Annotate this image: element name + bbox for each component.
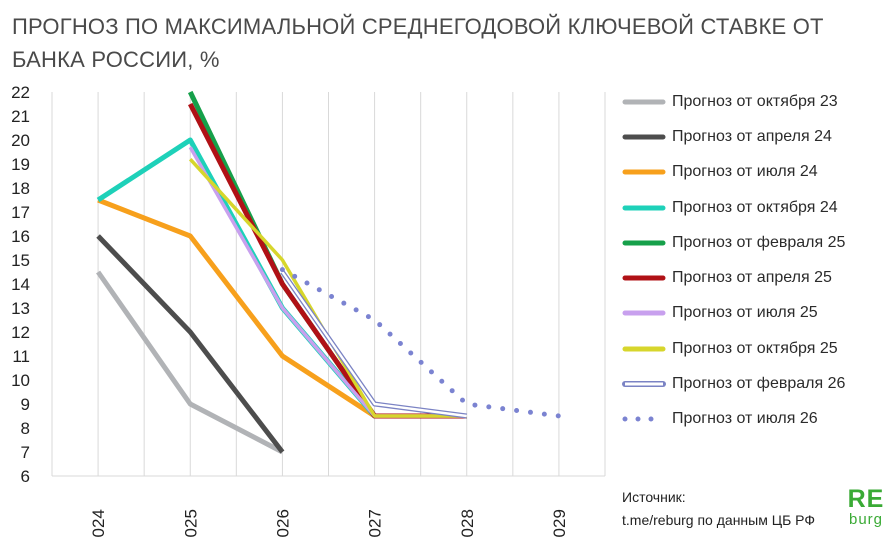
y-tick-label: 22 [11,83,30,102]
y-tick-label: 16 [11,227,30,246]
y-tick-label: 20 [11,131,30,150]
legend-item: Прогноз от февраля 26 [622,366,890,401]
legend-swatch [622,416,666,422]
legend-item: Прогноз от октября 25 [622,331,890,366]
x-tick-label: 2028 [458,509,477,538]
legend-label: Прогноз от февраля 25 [672,233,846,251]
legend-swatch [622,205,666,211]
chart-title: ПРОГНОЗ ПО МАКСИМАЛЬНОЙ СРЕДНЕГОДОВОЙ КЛ… [12,14,824,72]
series-line [279,267,562,419]
legend-label: Прогноз от июля 24 [672,163,818,181]
series-line-inner [281,271,467,418]
legend-item: Прогноз от февраля 25 [622,225,890,260]
series-line [96,234,285,454]
chart-legend: Прогноз от октября 23 Прогноз от апреля 2… [622,84,890,437]
source-credit: t.me/reburg по данным ЦБ РФ [622,512,815,528]
y-tick-label: 11 [12,347,30,366]
legend-item: Прогноз от апреля 25 [622,260,890,295]
x-tick-label: 2026 [273,509,292,538]
legend-label: Прогноз от октября 24 [672,198,838,216]
legend-item: Прогноз от октября 24 [622,190,890,225]
legend-swatch [622,134,666,140]
chart-series [96,90,562,455]
y-tick-label: 18 [11,179,30,198]
y-tick-label: 13 [11,299,30,318]
reburg-logo: RE burg [845,487,887,528]
legend-swatch [622,240,666,246]
y-tick-label: 7 [21,443,30,462]
logo-text-bottom: burg [848,511,884,528]
y-tick-label: 10 [11,371,30,390]
y-tick-label: 6 [21,467,30,486]
legend-swatch [622,275,666,281]
y-tick-label: 19 [11,155,30,174]
legend-swatch [622,99,666,105]
source-note: Источник: t.me/reburg по данным ЦБ РФ [622,486,815,532]
y-tick-label: 17 [11,203,30,222]
y-tick-label: 21 [11,107,30,126]
y-tick-label: 9 [21,395,30,414]
y-tick-label: 12 [11,323,30,342]
legend-item: Прогноз от июля 24 [622,155,890,190]
y-tick-label: 14 [11,275,30,294]
legend-swatch [622,381,666,388]
legend-label: Прогноз от октября 23 [672,92,838,110]
legend-label: Прогноз от октября 25 [672,339,838,357]
y-axis-ticks: 6 7 8 9 10 11 12 13 14 15 16 17 18 19 20 21 22 [11,83,30,486]
legend-label: Прогноз от февраля 26 [672,375,846,393]
x-axis-ticks: 2024 2025 2026 2027 2028 2029 [89,509,569,538]
source-label: Источник: [622,489,686,505]
legend-label: Прогноз от июля 26 [672,410,818,428]
legend-swatch [622,346,666,352]
legend-swatch [622,310,666,316]
x-tick-label: 2024 [89,509,108,538]
legend-item: Прогноз от октября 23 [622,84,890,119]
y-tick-label: 8 [21,419,30,438]
x-tick-label: 2025 [181,509,200,538]
legend-label: Прогноз от апреля 25 [672,269,832,287]
chart-grid [51,92,606,477]
series-line [96,270,284,455]
legend-item: Прогноз от апреля 24 [622,119,890,154]
legend-label: Прогноз от апреля 24 [672,127,832,145]
legend-label: Прогноз от июля 25 [672,304,818,322]
legend-swatch [622,169,666,175]
y-tick-label: 15 [11,251,30,270]
logo-text-top: RE [847,485,885,513]
legend-item: Прогноз от июля 26 [622,402,890,437]
x-tick-label: 2029 [550,509,569,538]
legend-item: Прогноз от июля 25 [622,296,890,331]
x-tick-label: 2027 [366,509,385,538]
